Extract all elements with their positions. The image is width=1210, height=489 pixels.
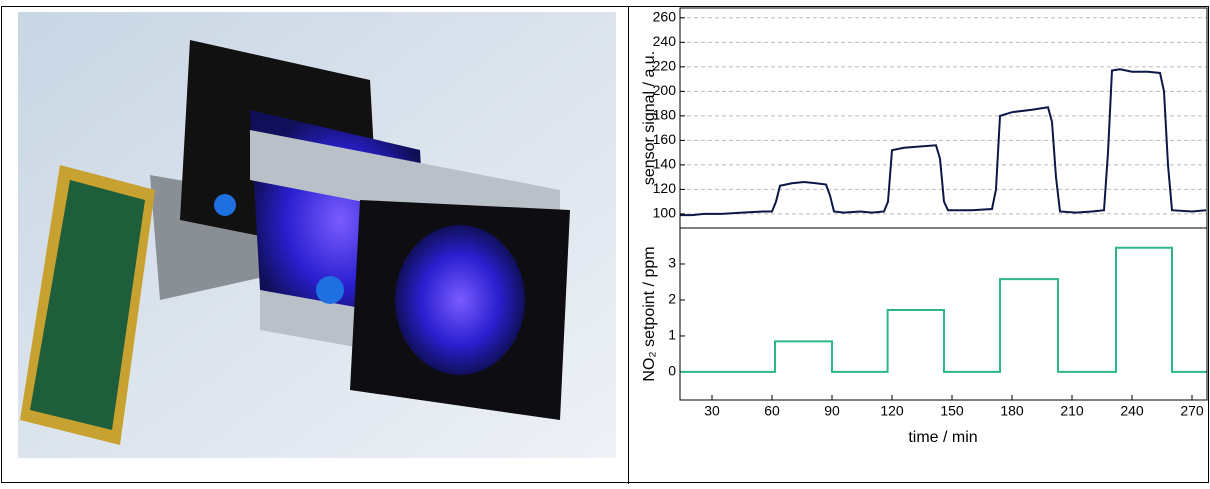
y-tick-label: 180 xyxy=(653,107,677,123)
y-tick-label: 120 xyxy=(653,180,677,196)
x-tick-label: 30 xyxy=(704,403,720,419)
y-tick-label: 0 xyxy=(668,363,676,379)
x-tick-label: 90 xyxy=(824,403,840,419)
data-line xyxy=(680,246,1207,373)
y-tick-label: 1 xyxy=(668,327,676,343)
x-axis-label: time / min xyxy=(908,429,977,446)
y-tick-label: 100 xyxy=(653,205,677,221)
y-axis-label: NO₂ setpoint / ppm xyxy=(641,246,658,381)
y-tick-label: 140 xyxy=(653,156,677,172)
figure-border xyxy=(1,6,1209,483)
y-tick-label: 240 xyxy=(653,33,677,49)
x-tick-label: 180 xyxy=(1000,403,1024,419)
data-line xyxy=(680,68,1207,217)
plot-frame xyxy=(679,227,1208,401)
y-axis-label: sensor signal / a.u. xyxy=(641,51,658,185)
x-tick-label: 210 xyxy=(1060,403,1084,419)
x-tick-label: 120 xyxy=(880,403,904,419)
y-tick-label: 2 xyxy=(668,291,676,307)
y-tick-label: 160 xyxy=(653,131,677,147)
y-tick-label: 260 xyxy=(653,9,677,25)
x-tick-label: 270 xyxy=(1180,403,1204,419)
x-tick-label: 60 xyxy=(764,403,780,419)
x-tick-label: 240 xyxy=(1120,403,1144,419)
x-tick-label: 150 xyxy=(940,403,964,419)
y-tick-label: 3 xyxy=(668,255,676,271)
y-tick-label: 220 xyxy=(653,58,677,74)
y-tick-label: 200 xyxy=(653,82,677,98)
photo xyxy=(18,12,616,458)
